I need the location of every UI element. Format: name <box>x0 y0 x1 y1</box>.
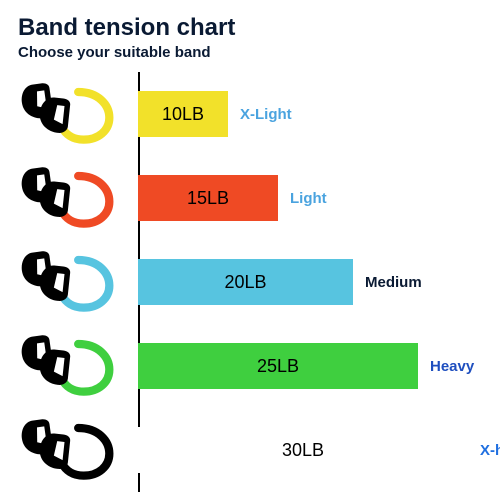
bar-area: 30LB X-heavy <box>138 427 500 473</box>
chart-row: 15LB Light <box>0 156 500 240</box>
level-label: Medium <box>365 274 422 291</box>
chart-row: 10LB X-Light <box>0 72 500 156</box>
level-label: Light <box>290 190 327 207</box>
chart-row: 25LB Heavy <box>0 324 500 408</box>
band-icon <box>0 240 138 324</box>
bar-area: 10LB X-Light <box>138 91 292 137</box>
tension-bar: 10LB <box>138 91 228 137</box>
bar-area: 15LB Light <box>138 175 327 221</box>
band-icon <box>0 156 138 240</box>
chart-header: Band tension chart Choose your suitable … <box>0 0 500 61</box>
bar-area: 20LB Medium <box>138 259 422 305</box>
band-icon <box>0 72 138 156</box>
level-label: Heavy <box>430 358 474 375</box>
bar-area: 25LB Heavy <box>138 343 474 389</box>
tension-bar-chart: 10LB X-Light 15LB Light 20LB Medium <box>0 72 500 492</box>
level-label: X-Light <box>240 106 292 123</box>
chart-row: 20LB Medium <box>0 240 500 324</box>
chart-title: Band tension chart <box>18 14 500 42</box>
band-icon <box>0 324 138 408</box>
tension-bar: 30LB <box>138 427 468 473</box>
chart-row: 30LB X-heavy <box>0 408 500 492</box>
chart-subtitle: Choose your suitable band <box>18 44 500 61</box>
level-label: X-heavy <box>480 442 500 459</box>
tension-bar: 20LB <box>138 259 353 305</box>
tension-bar: 25LB <box>138 343 418 389</box>
band-icon <box>0 408 138 492</box>
tension-bar: 15LB <box>138 175 278 221</box>
